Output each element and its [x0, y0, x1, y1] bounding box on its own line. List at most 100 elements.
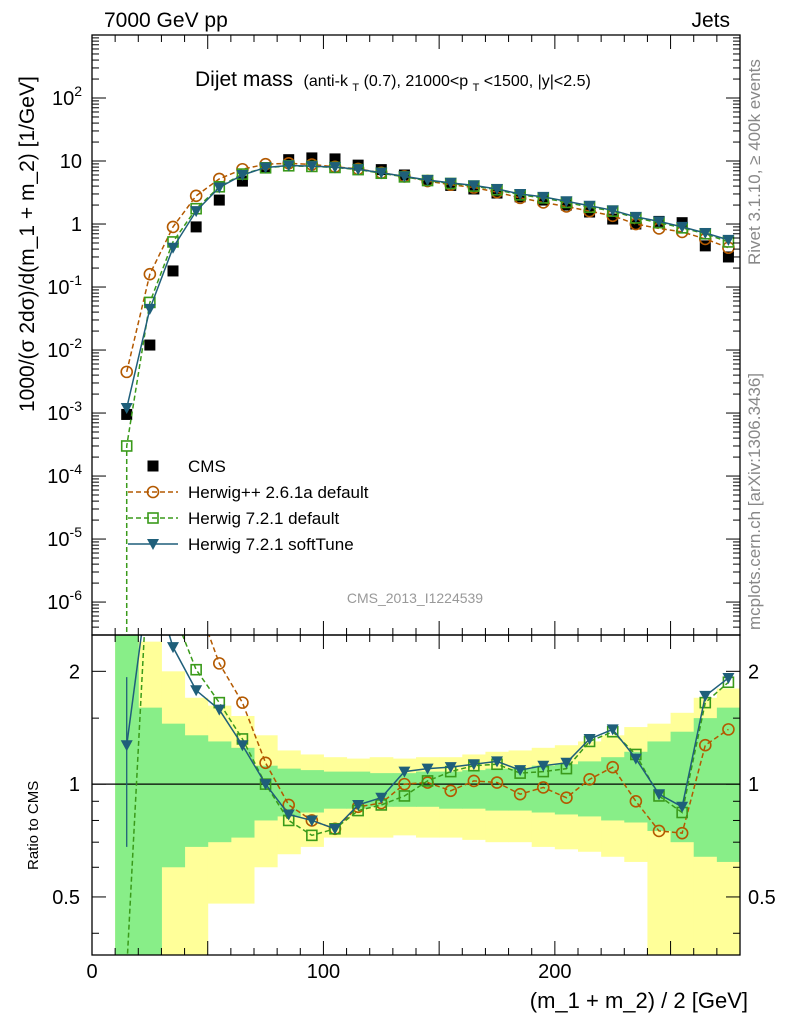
main-point: [676, 221, 689, 233]
inner-band-bin: [254, 765, 278, 821]
main-point: [121, 408, 133, 420]
y-tick-exponent: 2: [74, 83, 82, 99]
ratio-point: [421, 775, 434, 787]
x-tick-label: 0: [86, 961, 97, 983]
ratio-point: [282, 809, 295, 821]
y-tick-label: 10-2: [47, 335, 82, 362]
main-point: [329, 162, 341, 174]
ratio-point: [560, 791, 573, 805]
ratio-point: [167, 642, 179, 654]
ratio-point: [190, 685, 203, 697]
y-tick-exponent: -5: [70, 524, 83, 540]
y-tick-base: 10: [47, 529, 69, 551]
main-point: [491, 183, 503, 195]
legend-label: CMS: [188, 457, 226, 476]
main-point: [283, 154, 295, 166]
ratio-point: [236, 740, 249, 752]
ratio-point: [514, 765, 527, 777]
main-point: [699, 240, 711, 252]
main-point: [282, 160, 295, 172]
inner-band-bin: [485, 768, 510, 811]
main-line: [125, 165, 729, 635]
ratio-y-tick-label-right: 2: [748, 661, 759, 683]
ratio-point: [467, 774, 481, 788]
ratio-point: [329, 823, 341, 835]
main-point: [375, 167, 388, 179]
ratio-line: [208, 635, 729, 834]
main-point: [143, 303, 156, 315]
y-tick-label: 10-6: [47, 587, 82, 614]
inner-band-bin: [670, 731, 695, 843]
x-axis-label: (m_1 + m_2) / 2 [GeV]: [530, 988, 748, 1013]
y-tick-label: 10-4: [47, 461, 82, 488]
title-sub-mid: (0.7), 21000<p: [364, 73, 469, 90]
y-tick-base: 10: [47, 340, 69, 362]
main-point: [167, 265, 179, 277]
ratio-point: [722, 672, 735, 684]
legend-marker: [147, 539, 159, 550]
y-tick-label: 1: [71, 214, 82, 236]
main-point: [560, 196, 573, 208]
y-tick-base: 10: [47, 403, 69, 425]
inner-band-bin: [184, 735, 209, 847]
y-tick-base: 10: [47, 277, 69, 299]
legend-marker: [147, 512, 159, 524]
main-point: [166, 220, 180, 234]
header-left: 7000 GeV pp: [104, 9, 228, 32]
inner-band-bin: [716, 707, 741, 862]
main-point: [352, 164, 365, 176]
ratio-point: [652, 824, 666, 838]
analysis-watermark: CMS_2013_I1224539: [347, 590, 483, 606]
ratio-point: [190, 663, 202, 676]
inner-band-bin: [554, 764, 579, 815]
ratio-point: [560, 757, 573, 769]
legend-label: Herwig 7.2.1 softTune: [188, 535, 354, 554]
ratio-y-tick-label-right: 1: [748, 774, 759, 796]
ratio-point: [722, 723, 735, 736]
ratio-y-tick-label: 1: [69, 774, 80, 796]
inner-band-bin: [300, 770, 324, 813]
ratio-point: [513, 787, 527, 801]
ratio-point: [490, 776, 504, 789]
inner-band-bin: [647, 741, 672, 831]
ratio-point: [213, 704, 226, 716]
y-tick-base: 10: [47, 466, 69, 488]
main-point: [630, 218, 642, 230]
inner-band-bin: [601, 757, 625, 821]
main-point: [537, 191, 550, 203]
rivet-label: Rivet 3.1.10, ≥ 400k events: [745, 59, 764, 265]
x-tick-label: 100: [307, 961, 340, 983]
ratio-axis-label: Ratio to CMS: [25, 781, 42, 870]
ratio-point: [444, 762, 457, 774]
main-point: [190, 221, 202, 233]
ratio-point: [236, 696, 249, 709]
title-sub-t2: T: [473, 82, 480, 94]
inner-band-bin: [161, 723, 186, 868]
plot-title: Dijet mass (anti-k T (0.7), 21000<p T <1…: [195, 68, 591, 95]
ratio-point: [398, 766, 411, 778]
ratio-point: [259, 779, 272, 791]
x-tick-label: 200: [538, 961, 571, 983]
main-point: [467, 180, 480, 192]
y-tick-label: 10-5: [47, 524, 82, 551]
main-point: [189, 189, 203, 203]
main-point: [629, 211, 642, 223]
main-point: [167, 242, 179, 254]
y-tick-base: 10: [47, 592, 69, 614]
y-tick-label: 10-1: [47, 272, 82, 299]
y-tick-label: 102: [52, 83, 82, 110]
main-point: [144, 339, 156, 351]
ratio-point: [629, 794, 643, 808]
ratio-y-tick-label-right: 0.5: [748, 887, 776, 909]
inner-band-bin: [323, 771, 348, 809]
main-point: [398, 171, 411, 183]
main-point: [190, 206, 203, 218]
title-sub-prefix: (anti-k: [303, 73, 348, 90]
legend-marker: [146, 485, 160, 499]
main-point: [213, 182, 226, 194]
ratio-point: [606, 724, 619, 736]
y-tick-exponent: -3: [70, 398, 83, 414]
y-tick-exponent: -6: [70, 587, 83, 603]
main-point: [514, 188, 527, 200]
main-point: [120, 403, 133, 415]
